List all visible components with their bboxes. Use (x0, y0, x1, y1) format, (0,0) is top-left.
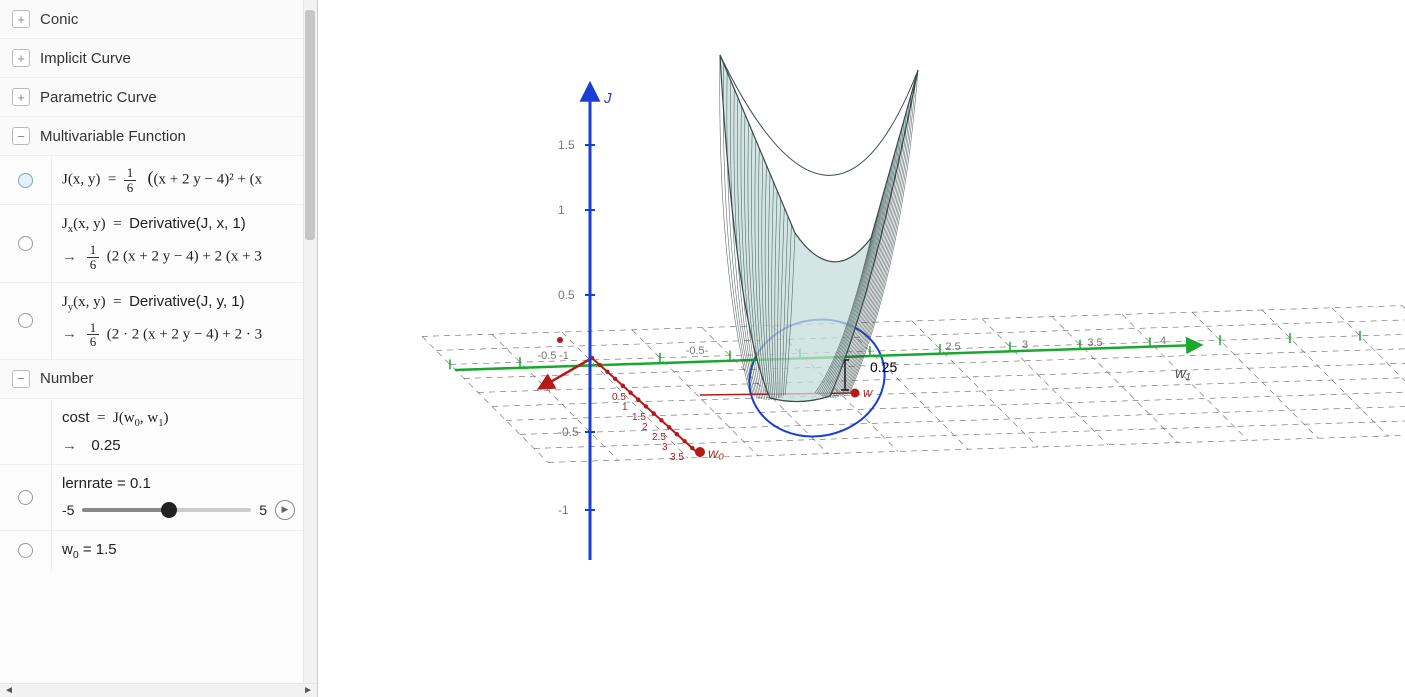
item-cost[interactable]: cost = J(w0, w1) → 0.25 (0, 399, 303, 465)
section-conic[interactable]: + Conic (0, 0, 303, 39)
svg-text:-1: -1 (558, 503, 569, 517)
scroll-left-icon[interactable]: ◄ (4, 685, 14, 696)
svg-text:3.5: 3.5 (1087, 337, 1102, 349)
svg-text:w: w (863, 385, 874, 400)
svg-text:0.25: 0.25 (870, 359, 897, 375)
svg-text:-0.5-: -0.5- (686, 345, 709, 357)
arrow-icon: → (62, 326, 77, 342)
slider-track[interactable] (82, 508, 251, 512)
arrow-icon: → (62, 437, 77, 454)
section-multivar[interactable]: − Multivariable Function (0, 117, 303, 156)
svg-text:J: J (603, 90, 612, 107)
item-content: cost = J(w0, w1) → 0.25 (52, 399, 303, 464)
svg-text:3: 3 (1022, 339, 1028, 351)
visibility-toggle[interactable] (18, 490, 33, 505)
collapse-icon[interactable]: − (12, 127, 30, 145)
expand-icon[interactable]: + (12, 10, 30, 28)
fraction: 16 (124, 166, 137, 194)
section-label: Parametric Curve (40, 89, 157, 106)
section-parametric[interactable]: + Parametric Curve (0, 78, 303, 117)
item-content: w0 = 1.5 (52, 531, 303, 571)
section-implicit[interactable]: + Implicit Curve (0, 39, 303, 78)
svg-text:w₀: w₀ (708, 445, 724, 461)
svg-text:1: 1 (622, 402, 628, 413)
fraction: 16 (87, 243, 100, 271)
slider-fill (82, 508, 168, 512)
algebra-sidebar: + Conic + Implicit Curve + Parametric Cu… (0, 0, 318, 697)
visibility-toggle[interactable] (18, 236, 33, 251)
rhs: Derivative(J, y, 1) (129, 293, 245, 310)
slider-min: -5 (62, 502, 74, 518)
result: (2 · 2 (x + 2 y − 4) + 2 · 3 (107, 326, 262, 342)
item-content: lernrate = 0.1 -5 5 ▶ (52, 465, 303, 530)
lhs: cost (62, 409, 90, 426)
label: w0 = 1.5 (62, 541, 295, 561)
slider-label: lernrate = 0.1 (62, 475, 295, 492)
item-content: Jx(x, y) = Derivative(J, x, 1) → 16 (2 (… (52, 205, 303, 281)
svg-text:-0.5: -0.5 (558, 425, 579, 439)
3d-plot[interactable]: -0.5-1-0.5-2.533.54w₁0.511.522.533.5w₀w0… (318, 0, 1405, 697)
section-number[interactable]: − Number (0, 360, 303, 399)
rhs: J(w0, w1) (113, 410, 169, 426)
svg-text:-1: -1 (559, 350, 569, 362)
expand-icon[interactable]: + (12, 88, 30, 106)
rhs: (x + 2 y − 4)² + (x (154, 172, 263, 188)
svg-text:2.5: 2.5 (945, 341, 960, 353)
svg-text:w₁: w₁ (1175, 365, 1191, 382)
item-w0[interactable]: w0 = 1.5 (0, 531, 303, 571)
section-label: Implicit Curve (40, 50, 131, 67)
result: (2 (x + 2 y − 4) + 2 (x + 3 (107, 249, 262, 265)
svg-text:0.5: 0.5 (558, 288, 575, 302)
item-lernrate[interactable]: lernrate = 0.1 -5 5 ▶ (0, 465, 303, 531)
slider-knob[interactable] (161, 502, 177, 518)
collapse-icon[interactable]: − (12, 370, 30, 388)
play-icon[interactable]: ▶ (275, 500, 295, 520)
vertical-scrollbar[interactable] (303, 0, 317, 683)
svg-text:3.5: 3.5 (670, 452, 684, 463)
expand-icon[interactable]: + (12, 49, 30, 67)
item-content: Jy(x, y) = Derivative(J, y, 1) → 16 (2 ·… (52, 283, 303, 359)
scrollbar-thumb[interactable] (305, 10, 315, 240)
section-label: Multivariable Function (40, 128, 186, 145)
svg-text:4: 4 (1160, 335, 1166, 347)
panel-list: + Conic + Implicit Curve + Parametric Cu… (0, 0, 303, 697)
slider-max: 5 (259, 502, 267, 518)
visibility-toggle[interactable] (18, 313, 33, 328)
lhs: J(x, y) (62, 172, 100, 188)
item-content: J(x, y) = 16 ((x + 2 y − 4)² + (x (52, 156, 303, 204)
svg-text:1.5: 1.5 (558, 138, 575, 152)
horizontal-scrollbar[interactable]: ◄ ► (0, 683, 317, 697)
svg-text:-0.5: -0.5 (538, 350, 557, 362)
section-label: Conic (40, 11, 78, 28)
scroll-right-icon[interactable]: ► (303, 685, 313, 696)
svg-text:2: 2 (642, 422, 648, 433)
svg-text:1: 1 (558, 203, 565, 217)
lhs: Jx(x, y) (62, 216, 106, 232)
item-Jx[interactable]: Jx(x, y) = Derivative(J, x, 1) → 16 (2 (… (0, 205, 303, 282)
3d-graphics-view[interactable]: -0.5-1-0.5-2.533.54w₁0.511.522.533.5w₀w0… (318, 0, 1405, 697)
lhs: Jy(x, y) (62, 294, 106, 310)
visibility-toggle[interactable] (18, 543, 33, 558)
result: 0.25 (91, 437, 120, 454)
section-label: Number (40, 370, 93, 387)
fraction: 16 (87, 321, 100, 349)
item-Jy[interactable]: Jy(x, y) = Derivative(J, y, 1) → 16 (2 ·… (0, 283, 303, 360)
visibility-toggle[interactable] (18, 173, 33, 188)
rhs: Derivative(J, x, 1) (129, 215, 246, 232)
arrow-icon: → (62, 249, 77, 265)
svg-text:3: 3 (662, 442, 668, 453)
item-J[interactable]: J(x, y) = 16 ((x + 2 y − 4)² + (x (0, 156, 303, 205)
